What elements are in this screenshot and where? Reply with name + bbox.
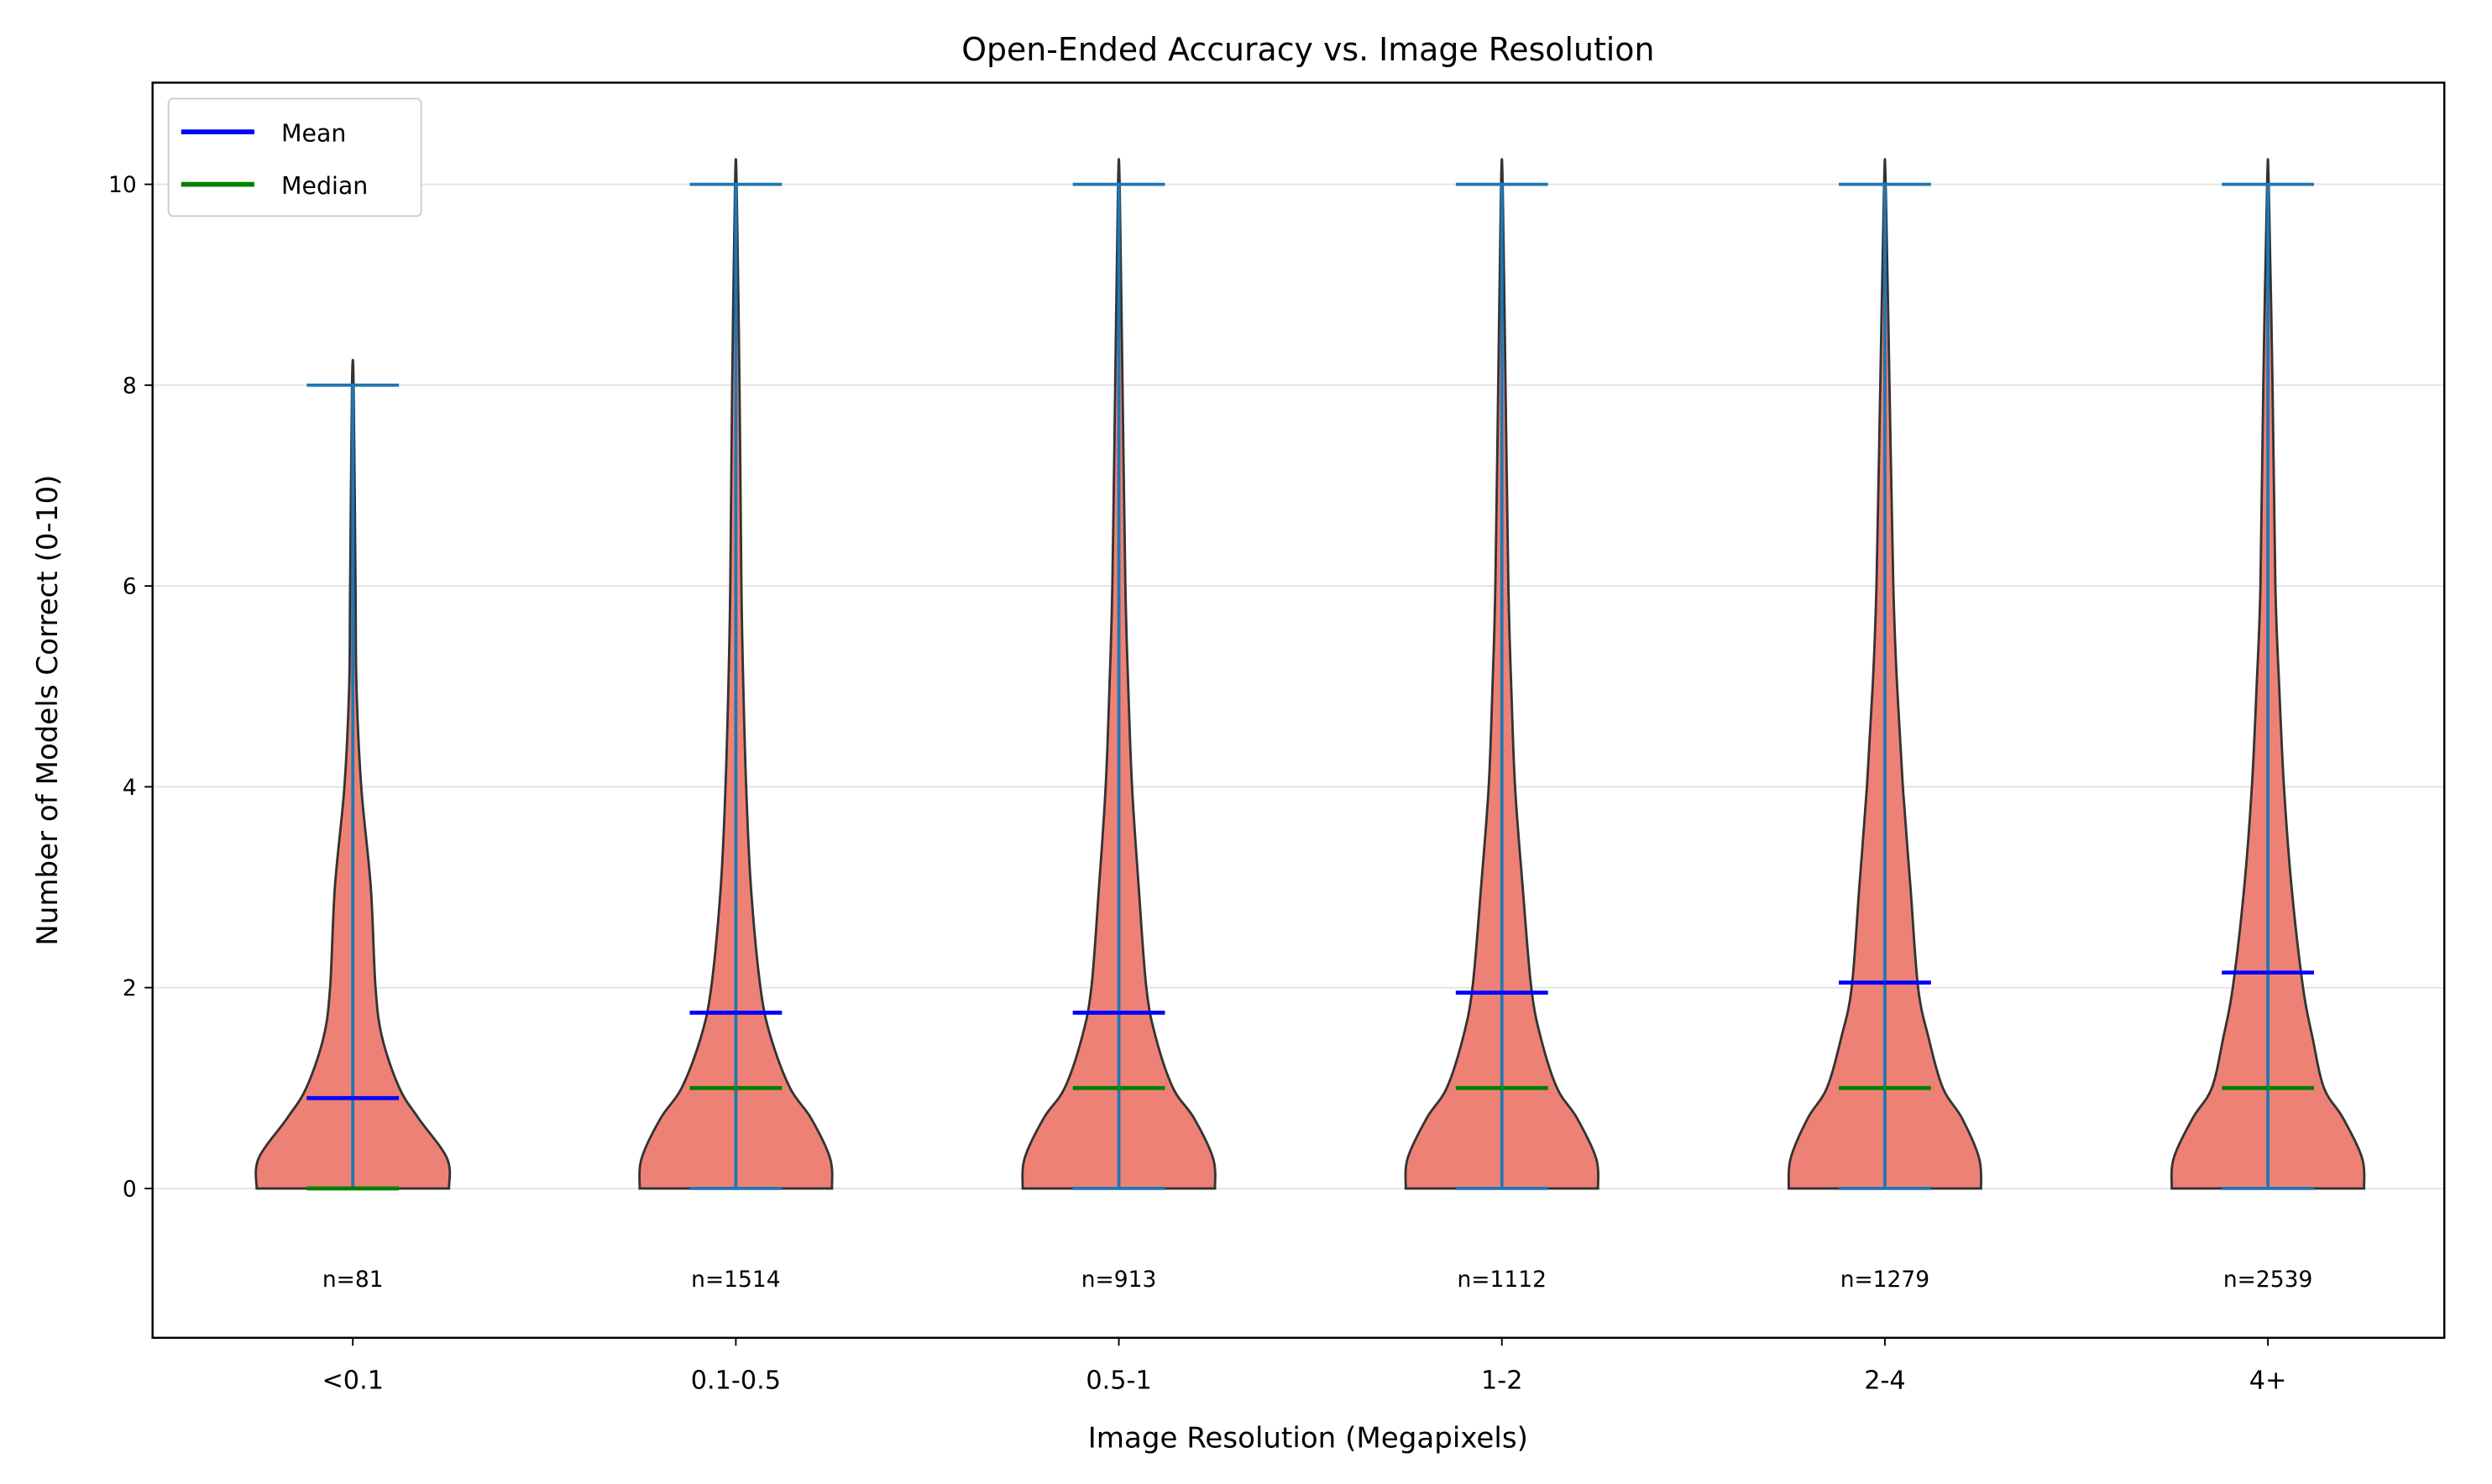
- count-label: n=2539: [2223, 1267, 2312, 1293]
- gridlines: [152, 183, 2445, 1189]
- y-axis-label: Number of Models Correct (0-10): [31, 475, 65, 946]
- plot-frame: [151, 81, 2446, 1340]
- chart-title: Open-Ended Accuracy vs. Image Resolution: [961, 31, 1654, 68]
- x-tick-label: 2-4: [1864, 1366, 1905, 1395]
- y-axis: 0 2 4 6 8 10: [108, 172, 153, 1202]
- y-tick-label: 8: [123, 373, 137, 399]
- count-label: n=913: [1081, 1267, 1157, 1293]
- y-tick-label: 6: [123, 574, 137, 600]
- y-tick-label: 4: [123, 775, 137, 801]
- x-tick-label: 4+: [2249, 1366, 2287, 1395]
- y-tick-label: 2: [123, 975, 137, 1001]
- y-tick-label: 0: [123, 1176, 137, 1202]
- x-tick-label: <0.1: [322, 1366, 384, 1395]
- y-tick-label: 10: [108, 172, 137, 198]
- x-axis: <0.1 0.1-0.5 0.5-1 1-2 2-4 4+: [322, 1337, 2287, 1395]
- count-label: n=1514: [691, 1267, 780, 1293]
- x-tick-label: 0.5-1: [1086, 1366, 1151, 1395]
- x-tick-label: 1-2: [1481, 1366, 1522, 1395]
- legend-mean-label: Mean: [281, 120, 346, 148]
- count-label: n=81: [322, 1267, 384, 1293]
- x-axis-label: Image Resolution (Megapixels): [1088, 1421, 1528, 1455]
- x-tick-label: 0.1-0.5: [691, 1366, 781, 1395]
- violins: [254, 158, 2366, 1191]
- count-label: n=1279: [1840, 1267, 1929, 1293]
- count-label: n=1112: [1458, 1267, 1547, 1293]
- legend-median-label: Median: [281, 172, 368, 200]
- legend: Mean Median: [167, 97, 422, 217]
- count-labels: n=81 n=1514 n=913 n=1112 n=1279 n=2539: [322, 1267, 2312, 1293]
